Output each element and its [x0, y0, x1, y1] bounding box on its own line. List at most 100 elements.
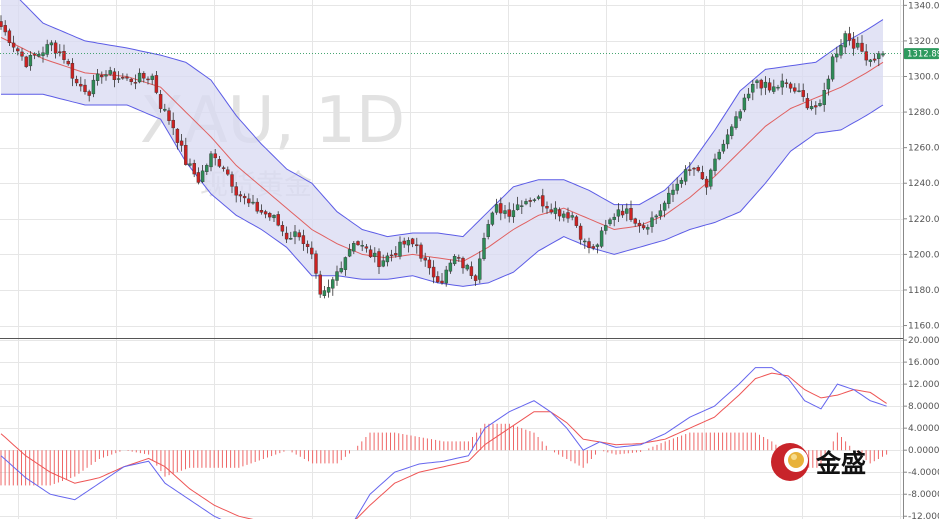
candle-body	[276, 214, 280, 226]
candle-body	[734, 116, 738, 128]
candle-body	[200, 170, 205, 183]
candle	[49, 40, 54, 52]
candle	[83, 79, 87, 95]
macd-tick-label: -12.0000	[908, 512, 939, 519]
candle	[473, 274, 478, 286]
candle-body	[499, 203, 503, 214]
candle-body	[284, 232, 289, 240]
candle	[553, 201, 558, 220]
candle	[742, 93, 747, 113]
candle-body	[234, 186, 238, 196]
candle-body	[574, 216, 579, 226]
candle	[389, 249, 394, 262]
macd-tick-label: 8.0000	[908, 402, 939, 412]
candle	[793, 83, 797, 94]
candle-body	[818, 103, 822, 106]
candle	[872, 53, 877, 63]
candle	[625, 203, 629, 222]
candle-body	[536, 196, 541, 199]
candle	[373, 247, 377, 263]
candle-body	[696, 167, 700, 171]
candle-body	[843, 33, 847, 48]
candle	[402, 237, 406, 248]
candle	[562, 210, 566, 222]
candle	[251, 195, 255, 205]
candle	[247, 193, 251, 207]
candle	[717, 149, 721, 161]
candle-body	[305, 243, 310, 247]
candle	[209, 151, 213, 172]
candle	[566, 207, 570, 223]
candle	[696, 165, 700, 173]
macd-tick-label: 12.0000	[908, 380, 939, 390]
candle-body	[599, 230, 604, 247]
price-tick-label: 1300.00	[908, 72, 939, 82]
candle-body	[725, 134, 730, 145]
candle-body	[591, 246, 595, 249]
price-tick-label: 1320.00	[908, 37, 939, 47]
candle-body	[230, 174, 234, 187]
candle	[272, 214, 276, 222]
candle-body	[91, 79, 96, 95]
brand-logo: 金盛	[771, 443, 866, 481]
candle-body	[868, 59, 873, 62]
candle	[746, 87, 751, 101]
candle-body	[431, 266, 436, 278]
candle	[868, 58, 873, 67]
candle-body	[62, 51, 66, 60]
candle-body	[137, 72, 142, 83]
candle	[524, 198, 528, 206]
candle	[32, 52, 37, 60]
candle	[415, 237, 419, 254]
candle	[797, 83, 801, 93]
candle	[116, 71, 121, 84]
candle	[520, 200, 524, 214]
candle	[238, 191, 243, 203]
candle-body	[709, 169, 713, 187]
candlestick-series[interactable]	[0, 15, 885, 299]
candle	[784, 78, 789, 88]
candle	[87, 89, 91, 102]
candle-body	[335, 271, 339, 281]
candle-body	[121, 77, 125, 79]
candle	[835, 46, 839, 63]
candle	[268, 211, 272, 221]
candle	[448, 259, 453, 274]
candle	[629, 200, 633, 222]
candle	[335, 265, 339, 286]
candle	[301, 229, 306, 251]
candle-body	[280, 225, 285, 232]
candle	[423, 252, 427, 267]
candle	[213, 149, 217, 166]
macd-tick-label: 0.0000	[908, 446, 939, 456]
candle-body	[209, 153, 213, 168]
candle-body	[515, 204, 520, 210]
candle	[24, 55, 28, 69]
candle-body	[238, 194, 243, 197]
candle	[583, 238, 587, 249]
candle-body	[268, 212, 272, 218]
candle	[511, 203, 516, 223]
candle-body	[788, 83, 793, 89]
candle-body	[763, 81, 768, 88]
candle	[612, 213, 616, 227]
candle	[339, 261, 343, 274]
candle	[788, 81, 793, 93]
candle-body	[360, 245, 364, 247]
candle	[536, 194, 541, 201]
candle-body	[755, 80, 759, 83]
candle-body	[259, 209, 264, 213]
candle	[79, 76, 83, 92]
candle	[205, 163, 209, 175]
price-tick-label: 1160.00	[908, 322, 939, 332]
candle-body	[427, 259, 432, 269]
candle	[280, 221, 285, 237]
candle-body	[784, 82, 789, 84]
candle-body	[658, 210, 663, 217]
candle-body	[633, 218, 637, 224]
candle	[679, 177, 684, 188]
candle-body	[7, 30, 12, 43]
macd-tick-label: -4.0000	[908, 468, 939, 478]
price-axis[interactable]: 1340.00 1320.00 1300.00 1280.00 1260.00 1240.…	[903, 1, 939, 519]
